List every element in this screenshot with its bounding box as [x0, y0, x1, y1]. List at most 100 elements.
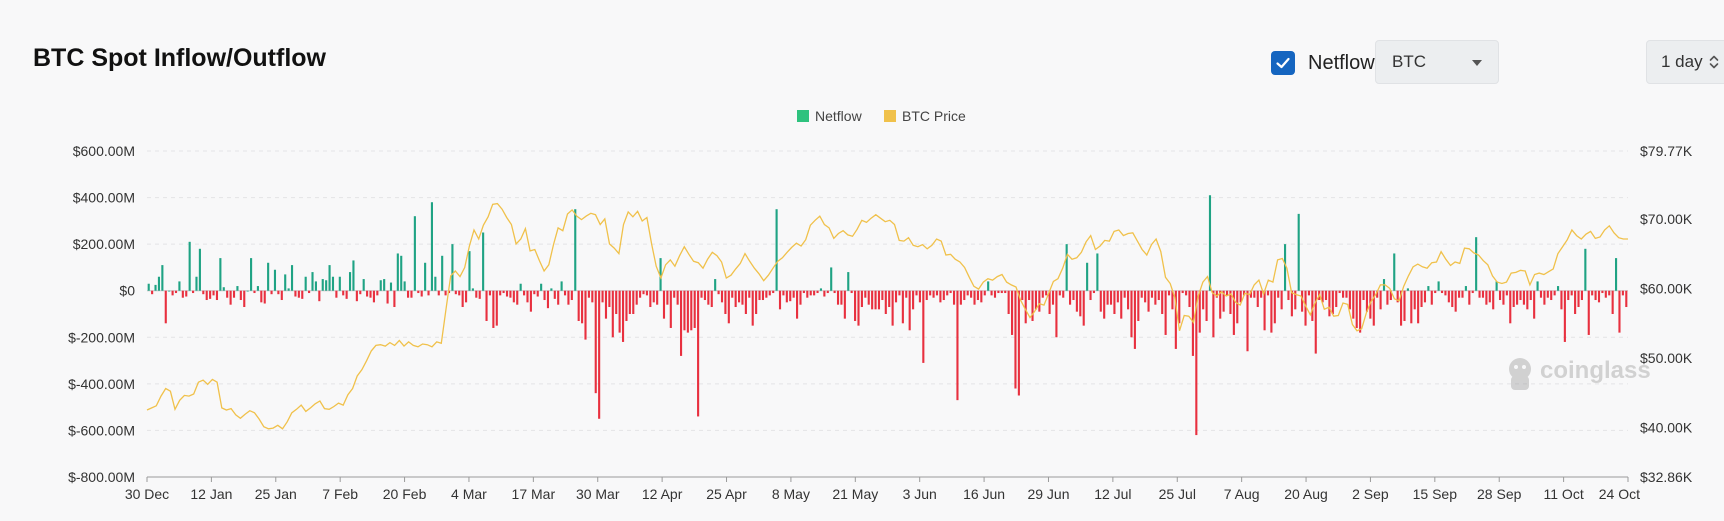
netflow-bar[interactable]: [710, 290, 713, 308]
netflow-bar[interactable]: [785, 290, 788, 303]
netflow-bar[interactable]: [311, 272, 314, 291]
netflow-bar[interactable]: [584, 290, 587, 340]
netflow-bar[interactable]: [393, 290, 396, 308]
netflow-bar[interactable]: [686, 290, 689, 333]
netflow-bar[interactable]: [488, 290, 492, 296]
netflow-bar[interactable]: [1103, 290, 1106, 319]
netflow-bar[interactable]: [389, 282, 393, 291]
netflow-bar[interactable]: [1096, 253, 1099, 291]
netflow-bar[interactable]: [383, 279, 386, 291]
netflow-bar[interactable]: [215, 290, 219, 301]
netflow-bar[interactable]: [1437, 281, 1440, 291]
netflow-bar[interactable]: [1522, 290, 1525, 305]
netflow-bar[interactable]: [168, 290, 171, 292]
netflow-bar[interactable]: [1444, 290, 1447, 296]
netflow-bar[interactable]: [1539, 290, 1543, 298]
netflow-bar[interactable]: [301, 290, 304, 299]
netflow-bar[interactable]: [1567, 290, 1570, 301]
netflow-bar[interactable]: [1570, 290, 1573, 296]
netflow-bar[interactable]: [1048, 290, 1051, 314]
netflow-bar[interactable]: [700, 290, 703, 298]
netflow-bar[interactable]: [406, 290, 410, 298]
netflow-bar[interactable]: [485, 290, 488, 321]
netflow-bar[interactable]: [1007, 290, 1010, 314]
netflow-bar[interactable]: [990, 290, 993, 296]
netflow-bar[interactable]: [1266, 290, 1270, 296]
netflow-bar[interactable]: [836, 290, 840, 305]
netflow-bar[interactable]: [751, 290, 754, 326]
netflow-bar[interactable]: [195, 276, 198, 291]
netflow-bar[interactable]: [1120, 290, 1123, 319]
netflow-bar[interactable]: [1604, 290, 1607, 298]
netflow-bar[interactable]: [833, 290, 836, 294]
netflow-bar[interactable]: [792, 290, 795, 298]
netflow-bar[interactable]: [297, 290, 300, 298]
netflow-bar[interactable]: [587, 290, 590, 298]
netflow-bar[interactable]: [546, 290, 550, 309]
netflow-bar[interactable]: [1389, 290, 1392, 301]
netflow-bar[interactable]: [1597, 290, 1601, 303]
netflow-bar[interactable]: [802, 290, 805, 294]
netflow-bar[interactable]: [1208, 195, 1212, 291]
netflow-bar[interactable]: [260, 290, 263, 303]
netflow-bar[interactable]: [993, 290, 997, 298]
netflow-bar[interactable]: [1171, 290, 1174, 310]
netflow-bar[interactable]: [239, 290, 242, 301]
netflow-bar[interactable]: [540, 283, 543, 291]
netflow-bar[interactable]: [724, 290, 727, 314]
netflow-bar[interactable]: [1615, 258, 1618, 291]
netflow-bar[interactable]: [864, 290, 867, 298]
netflow-bar[interactable]: [553, 290, 556, 299]
netflow-bar[interactable]: [229, 290, 232, 305]
netflow-bar[interactable]: [1386, 290, 1389, 305]
netflow-bar[interactable]: [860, 290, 863, 308]
netflow-bar[interactable]: [819, 288, 823, 291]
netflow-bar[interactable]: [1181, 290, 1184, 294]
netflow-bar[interactable]: [420, 290, 423, 297]
netflow-bar[interactable]: [970, 290, 973, 298]
netflow-bar[interactable]: [1287, 290, 1290, 301]
netflow-bar[interactable]: [1403, 290, 1406, 321]
netflow-bar[interactable]: [400, 255, 403, 291]
netflow-bar[interactable]: [181, 290, 184, 298]
netflow-bar[interactable]: [942, 290, 945, 301]
netflow-bar[interactable]: [1611, 290, 1614, 314]
netflow-bar[interactable]: [270, 290, 273, 295]
netflow-bar[interactable]: [830, 267, 833, 291]
netflow-bar[interactable]: [772, 290, 775, 294]
netflow-bar[interactable]: [581, 290, 584, 324]
netflow-bar[interactable]: [369, 290, 372, 298]
netflow-bar[interactable]: [1075, 290, 1078, 312]
netflow-checkbox[interactable]: [1271, 51, 1295, 75]
netflow-bar[interactable]: [1236, 290, 1239, 324]
netflow-bar[interactable]: [1471, 290, 1474, 294]
netflow-bar[interactable]: [738, 290, 741, 303]
netflow-bar[interactable]: [1543, 290, 1546, 305]
netflow-bar[interactable]: [1116, 290, 1119, 303]
netflow-bar[interactable]: [1082, 290, 1085, 326]
netflow-bar[interactable]: [877, 290, 881, 310]
netflow-bar[interactable]: [952, 290, 956, 305]
netflow-bar[interactable]: [366, 290, 369, 297]
netflow-bar[interactable]: [147, 283, 150, 291]
netflow-bar[interactable]: [1519, 290, 1522, 301]
netflow-bar[interactable]: [348, 272, 352, 291]
netflow-bar[interactable]: [1215, 290, 1218, 298]
netflow-bar[interactable]: [1092, 290, 1096, 294]
netflow-bar[interactable]: [1454, 290, 1457, 312]
netflow-bar[interactable]: [1307, 290, 1310, 296]
netflow-bar[interactable]: [673, 290, 676, 298]
netflow-bar[interactable]: [734, 290, 737, 308]
netflow-bar[interactable]: [403, 281, 406, 291]
netflow-bar[interactable]: [642, 290, 645, 295]
netflow-bar[interactable]: [1222, 290, 1225, 312]
netflow-bar[interactable]: [867, 290, 870, 305]
netflow-bar[interactable]: [250, 258, 253, 291]
netflow-bar[interactable]: [1072, 290, 1075, 301]
netflow-bar[interactable]: [1031, 290, 1034, 321]
netflow-bar[interactable]: [331, 276, 335, 291]
netflow-bar[interactable]: [188, 241, 191, 291]
netflow-bar[interactable]: [1260, 290, 1263, 298]
netflow-bar[interactable]: [308, 290, 311, 294]
netflow-bar[interactable]: [929, 290, 932, 296]
